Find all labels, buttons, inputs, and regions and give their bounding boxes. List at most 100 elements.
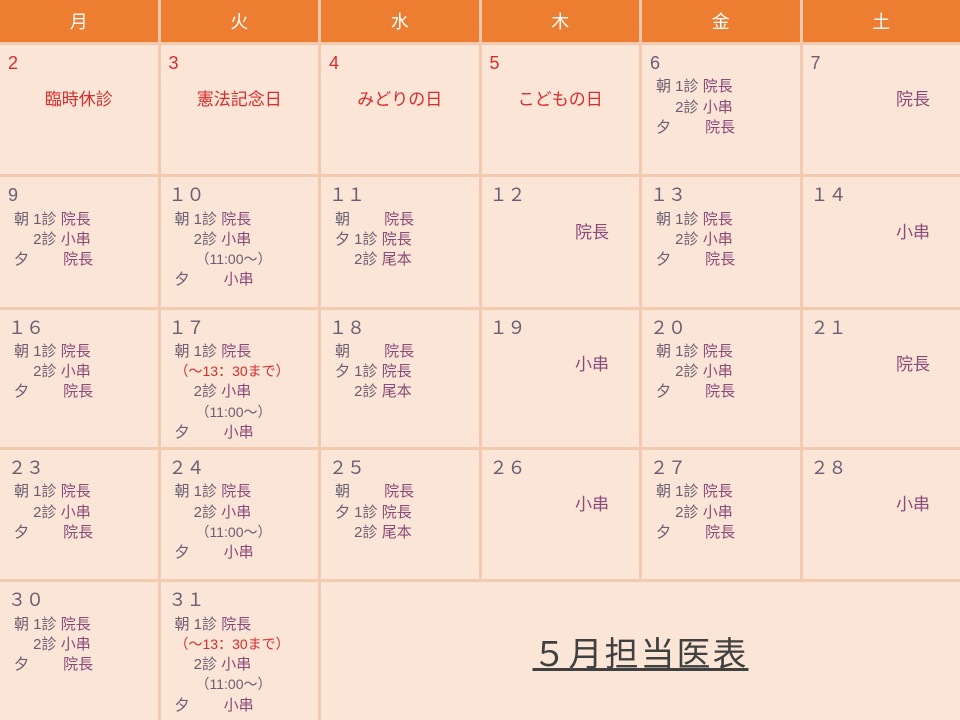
doctor-name: 院長 xyxy=(221,483,251,500)
schedule-row: 朝 1診 院長 xyxy=(175,342,311,362)
doctor-name: 院長 xyxy=(221,343,251,360)
schedule-row: 夕 院長 xyxy=(656,523,792,543)
schedule-row: 朝 1診 院長 xyxy=(656,77,792,97)
slot-label: 2診 xyxy=(335,383,382,400)
day-number: 2 xyxy=(8,51,150,75)
slot-label: 夕 xyxy=(656,383,705,400)
schedule: 朝 院長夕 1診 院長 2診 尾本 xyxy=(329,482,471,543)
doctor-name: 小串 xyxy=(61,504,91,521)
day-number: ３１ xyxy=(169,588,311,612)
schedule: 朝 1診 院長（～13：30まで） 2診 小串 （11:00～）夕 小串 xyxy=(169,615,311,716)
doctor-name: 院長 xyxy=(221,211,251,228)
day-cell: １６朝 1診 院長 2診 小串夕 院長 xyxy=(0,310,158,448)
doctor-name: 院長 xyxy=(382,231,412,248)
slot-label: 2診 xyxy=(14,231,61,248)
slot-label: 2診 xyxy=(335,251,382,268)
day-cell: ２０朝 1診 院長 2診 小串夕 院長 xyxy=(642,310,800,448)
holiday-name: 憲法記念日 xyxy=(169,89,311,112)
slot-label: 朝 1診 xyxy=(656,483,703,500)
schedule: 朝 院長夕 1診 院長 2診 尾本 xyxy=(329,210,471,271)
schedule-row: 朝 1診 院長 xyxy=(175,615,311,635)
holiday-name: こどもの日 xyxy=(490,89,632,112)
calendar-grid: 月 火 水 木 金 土 2臨時休診3憲法記念日4みどりの日5こどもの日6朝 1診… xyxy=(0,0,960,720)
doctor-name: 院長 xyxy=(63,383,93,400)
doctor-name: 小串 xyxy=(224,424,254,441)
day-cell: ２８小串 xyxy=(803,450,960,579)
slot-label: 2診 xyxy=(175,383,222,400)
schedule-row: 2診 尾本 xyxy=(335,250,471,270)
schedule-row: 2診 小串 xyxy=(656,362,792,382)
schedule-row: 2診 尾本 xyxy=(335,382,471,402)
doctor-name: 院長 xyxy=(61,343,91,360)
schedule-row: 2診 小串 xyxy=(175,382,311,402)
schedule-row: 夕 院長 xyxy=(14,523,150,543)
doctor-name: 院長 xyxy=(384,483,414,500)
doctor-name: 小串 xyxy=(811,494,953,517)
schedule: 朝 1診 院長 2診 小串夕 院長 xyxy=(650,210,792,271)
doctor-name: 小串 xyxy=(811,222,953,245)
day-cell: 7院長 xyxy=(803,45,960,174)
schedule-row: 朝 院長 xyxy=(335,210,471,230)
schedule-row: 朝 1診 院長 xyxy=(14,342,150,362)
slot-label: 朝 1診 xyxy=(175,211,222,228)
schedule: 朝 1診 院長 2診 小串夕 院長 xyxy=(8,482,150,543)
doctor-name: 院長 xyxy=(221,616,251,633)
doctor-name: 院長 xyxy=(705,119,735,136)
time-note: （11:00～） xyxy=(175,251,272,267)
slot-label: 夕 xyxy=(175,424,224,441)
doctor-name: 院長 xyxy=(490,222,632,245)
day-number: 3 xyxy=(169,51,311,75)
day-cell: ３０朝 1診 院長 2診 小串夕 院長 xyxy=(0,582,158,720)
slot-label: 夕 xyxy=(14,656,63,673)
day-cell: 3 憲法記念日 xyxy=(161,45,319,174)
header-thu: 木 xyxy=(482,0,640,42)
doctor-name: 小串 xyxy=(224,544,254,561)
doctor-name: 小串 xyxy=(221,656,251,673)
slot-label: 夕 xyxy=(656,251,705,268)
slot-label: 朝 1診 xyxy=(656,211,703,228)
schedule: 朝 1診 院長 2診 小串夕 院長 xyxy=(8,342,150,403)
slot-label: 2診 xyxy=(656,504,703,521)
doctor-name: 院長 xyxy=(705,524,735,541)
schedule-row: （～13：30まで） xyxy=(175,362,311,382)
day-number: １９ xyxy=(490,316,632,340)
schedule-row: 2診 小串 xyxy=(14,503,150,523)
doctor-name: 尾本 xyxy=(382,524,412,541)
doctor-name: 院長 xyxy=(705,383,735,400)
slot-label: 朝 1診 xyxy=(656,343,703,360)
doctor-name: 院長 xyxy=(61,483,91,500)
day-cell: 6朝 1診 院長 2診 小串夕 院長 xyxy=(642,45,800,174)
slot-label: 夕 1診 xyxy=(335,231,382,248)
schedule-row: 2診 小串 xyxy=(14,635,150,655)
slot-label: 2診 xyxy=(656,231,703,248)
header-sat: 土 xyxy=(803,0,960,42)
slot-label: 朝 1診 xyxy=(14,211,61,228)
doctor-name: 尾本 xyxy=(382,383,412,400)
schedule-row: 夕 院長 xyxy=(14,655,150,675)
schedule-row: 2診 小串 xyxy=(14,362,150,382)
schedule-row: 朝 1診 院長 xyxy=(656,210,792,230)
schedule: 朝 1診 院長 2診 小串夕 院長 xyxy=(650,342,792,403)
schedule-row: （11:00～） xyxy=(175,523,311,543)
doctor-name: 小串 xyxy=(61,363,91,380)
day-cell: １１朝 院長夕 1診 院長 2診 尾本 xyxy=(321,177,479,306)
doctor-name: 院長 xyxy=(703,211,733,228)
schedule-row: 夕 院長 xyxy=(656,118,792,138)
doctor-name: 院長 xyxy=(382,363,412,380)
day-number: １６ xyxy=(8,316,150,340)
day-cell: ２１院長 xyxy=(803,310,960,448)
day-cell: １３朝 1診 院長 2診 小串夕 院長 xyxy=(642,177,800,306)
schedule-row: （～13：30まで） xyxy=(175,635,311,655)
holiday-name: 臨時休診 xyxy=(8,89,150,112)
day-number: ２６ xyxy=(490,456,632,480)
day-number: ２３ xyxy=(8,456,150,480)
schedule-row: 2診 小串 xyxy=(175,230,311,250)
slot-label: 2診 xyxy=(656,363,703,380)
day-cell: １７朝 1診 院長（～13：30まで） 2診 小串 （11:00～）夕 小串 xyxy=(161,310,319,448)
slot-label: 朝 1診 xyxy=(175,616,222,633)
doctor-name: 小串 xyxy=(490,494,632,517)
doctor-name: 尾本 xyxy=(382,251,412,268)
slot-label: 朝 1診 xyxy=(656,78,703,95)
schedule-row: （11:00～） xyxy=(175,250,311,270)
slot-label: 2診 xyxy=(175,231,222,248)
